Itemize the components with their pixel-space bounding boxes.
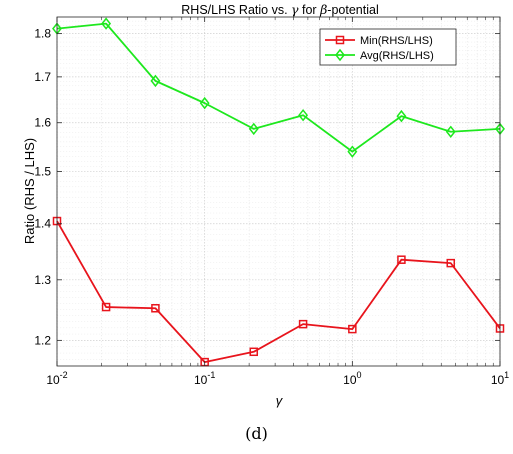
y-tick-label: 1.5 bbox=[34, 165, 51, 179]
series-layer bbox=[52, 17, 505, 367]
chart: RHS/LHS Ratio vs. γ for β-potential 10-2… bbox=[22, 2, 509, 408]
data-point bbox=[248, 122, 259, 136]
series-line bbox=[56, 22, 501, 153]
y-tick-label: 1.4 bbox=[34, 217, 51, 231]
data-point bbox=[298, 319, 308, 329]
minor-gridlines bbox=[57, 17, 500, 366]
data-point bbox=[347, 145, 358, 158]
data-point bbox=[199, 96, 210, 110]
title-part: RHS/LHS Ratio vs. bbox=[181, 3, 291, 17]
data-point bbox=[249, 347, 259, 357]
x-tick-exponent: -2 bbox=[60, 370, 68, 380]
data-point bbox=[151, 304, 160, 313]
data-point bbox=[396, 109, 407, 123]
data-point bbox=[101, 302, 111, 312]
figure-caption: (d) bbox=[245, 424, 268, 443]
legend: Min(RHS/LHS) Avg(RHS/LHS) bbox=[319, 28, 457, 66]
x-tick-base: 10 bbox=[194, 373, 208, 387]
title-part: γ bbox=[291, 2, 299, 17]
chart-title: RHS/LHS Ratio vs. γ for β-potential bbox=[181, 2, 378, 17]
y-axis-label: Ratio (RHS / LHS) bbox=[22, 138, 37, 244]
x-tick-base: 10 bbox=[343, 373, 357, 387]
legend-box bbox=[319, 28, 457, 66]
x-tick-label: 100 bbox=[343, 370, 361, 387]
data-point bbox=[397, 255, 406, 264]
x-tick-label: 10-1 bbox=[194, 370, 215, 387]
axis-ticks bbox=[56, 17, 501, 366]
data-point bbox=[445, 125, 456, 138]
y-tick-label: 1.7 bbox=[34, 70, 51, 84]
data-point bbox=[150, 74, 161, 88]
data-point bbox=[348, 324, 357, 334]
x-tick-exponent: 0 bbox=[357, 370, 362, 380]
y-tick-label: 1.6 bbox=[34, 116, 51, 130]
series-line bbox=[56, 220, 501, 363]
title-part: -potential bbox=[327, 3, 378, 17]
y-tick-label: 1.2 bbox=[34, 333, 51, 347]
plot-frame bbox=[56, 16, 501, 367]
data-point bbox=[298, 108, 309, 122]
x-tick-label: 101 bbox=[491, 370, 509, 387]
legend-marker bbox=[335, 35, 345, 45]
legend-marker bbox=[335, 48, 345, 62]
x-tick-exponent: 1 bbox=[504, 370, 509, 380]
y-tick-label: 1.3 bbox=[34, 273, 51, 287]
y-tick-labels: 1.2 1.3 1.4 1.5 1.6 1.7 1.8 bbox=[34, 27, 51, 348]
x-tick-labels: 10-2 10-1 100 101 bbox=[46, 370, 509, 387]
title-part: for bbox=[299, 3, 321, 17]
data-point bbox=[101, 17, 112, 30]
y-tick-label: 1.8 bbox=[34, 27, 51, 41]
x-tick-label: 10-2 bbox=[46, 370, 67, 387]
series-avg bbox=[52, 17, 505, 158]
legend-label: Min(RHS/LHS) bbox=[360, 35, 433, 47]
x-tick-exponent: -1 bbox=[207, 370, 215, 380]
legend-label: Avg(RHS/LHS) bbox=[360, 50, 434, 62]
x-tick-base: 10 bbox=[46, 373, 60, 387]
title-part: β bbox=[319, 2, 327, 17]
x-tick-base: 10 bbox=[491, 373, 505, 387]
data-point bbox=[446, 258, 456, 268]
plot-area bbox=[57, 17, 500, 366]
x-axis-label: γ bbox=[276, 393, 284, 408]
